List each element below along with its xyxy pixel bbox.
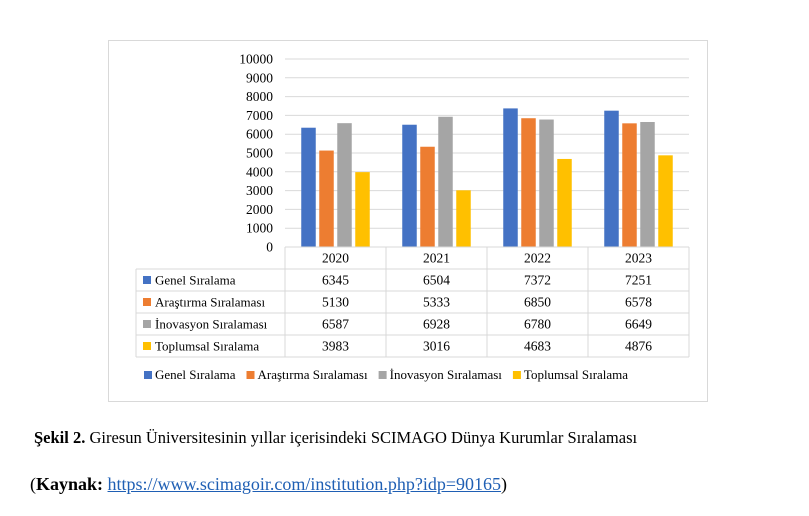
source-open-paren: ( <box>30 474 36 494</box>
caption-text: Giresun Üniversitesinin yıllar içerisind… <box>89 428 638 447</box>
bar <box>557 158 572 247</box>
legend-label: Genel Sıralama <box>155 367 236 382</box>
x-category-label: 2023 <box>625 251 652 266</box>
y-tick-label: 4000 <box>246 164 273 179</box>
source-close-paren: ) <box>501 474 507 494</box>
bar <box>622 123 637 247</box>
y-tick-label: 2000 <box>246 202 273 217</box>
bar <box>539 119 554 247</box>
data-value-label: 7251 <box>625 273 652 288</box>
source-line: (Kaynak: https://www.scimagoir.com/insti… <box>30 474 507 495</box>
legend-swatch <box>378 371 387 379</box>
table-series-name: Araştırma Sıralaması <box>155 295 265 310</box>
source-link[interactable]: https://www.scimagoir.com/institution.ph… <box>107 474 501 494</box>
bar <box>438 116 453 247</box>
bar <box>503 108 518 247</box>
data-value-label: 6578 <box>625 295 652 310</box>
bar <box>420 146 435 247</box>
y-tick-label: 9000 <box>246 70 273 85</box>
data-value-label: 7372 <box>524 273 551 288</box>
legend-label: İnovasyon Sıralaması <box>390 367 503 382</box>
data-value-label: 4876 <box>625 339 652 354</box>
bar <box>301 127 316 247</box>
legend-label: Araştırma Sıralaması <box>258 367 368 382</box>
table-legend-swatch <box>143 276 151 284</box>
legend-swatch <box>512 371 521 379</box>
y-tick-label: 1000 <box>246 221 273 236</box>
data-value-label: 6345 <box>322 273 349 288</box>
table-series-name: Genel Sıralama <box>155 273 236 288</box>
data-value-label: 6928 <box>423 317 450 332</box>
data-value-label: 6850 <box>524 295 551 310</box>
data-value-label: 6504 <box>423 273 450 288</box>
caption-label: Şekil 2. <box>34 428 86 447</box>
table-legend-swatch <box>143 320 151 328</box>
y-tick-label: 7000 <box>246 108 273 123</box>
chart-frame: 0 1000 2000 3000 4000 5000 6000 7000 8000 9000 100… <box>108 40 708 402</box>
table-legend-swatch <box>143 298 151 306</box>
data-value-label: 6780 <box>524 317 551 332</box>
bar <box>319 150 334 247</box>
table-legend-swatch <box>143 342 151 350</box>
x-category-label: 2020 <box>322 251 349 266</box>
bar <box>658 155 673 247</box>
bar <box>456 190 471 247</box>
source-label: Kaynak: <box>36 474 104 494</box>
bar <box>640 121 655 247</box>
table-series-name: Toplumsal Sıralama <box>155 339 259 354</box>
data-value-label: 6587 <box>322 317 349 332</box>
y-tick-label: 0 <box>266 240 273 255</box>
bar-chart: 0 1000 2000 3000 4000 5000 6000 7000 8000 9000 100… <box>135 52 690 382</box>
y-tick-label: 6000 <box>246 127 273 142</box>
x-category-label: 2022 <box>524 251 551 266</box>
y-tick-label: 10000 <box>239 52 273 67</box>
bar <box>604 110 619 247</box>
legend-swatch <box>144 371 152 379</box>
bar <box>402 124 417 247</box>
y-tick-label: 3000 <box>246 183 273 198</box>
data-value-label: 4683 <box>524 339 551 354</box>
x-category-label: 2021 <box>423 251 450 266</box>
bar <box>337 123 352 247</box>
data-value-label: 3983 <box>322 339 349 354</box>
figure-caption: Şekil 2. Giresun Üniversitesinin yıllar … <box>34 428 637 448</box>
data-value-label: 5130 <box>322 295 349 310</box>
bar <box>521 118 536 247</box>
y-tick-label: 5000 <box>246 146 273 161</box>
y-tick-label: 8000 <box>246 89 273 104</box>
bar <box>355 172 370 247</box>
data-value-label: 6649 <box>625 317 652 332</box>
table-series-name: İnovasyon Sıralaması <box>155 317 268 332</box>
legend-label: Toplumsal Sıralama <box>524 367 628 382</box>
legend-swatch <box>246 371 255 379</box>
data-value-label: 5333 <box>423 295 450 310</box>
data-value-label: 3016 <box>423 339 450 354</box>
